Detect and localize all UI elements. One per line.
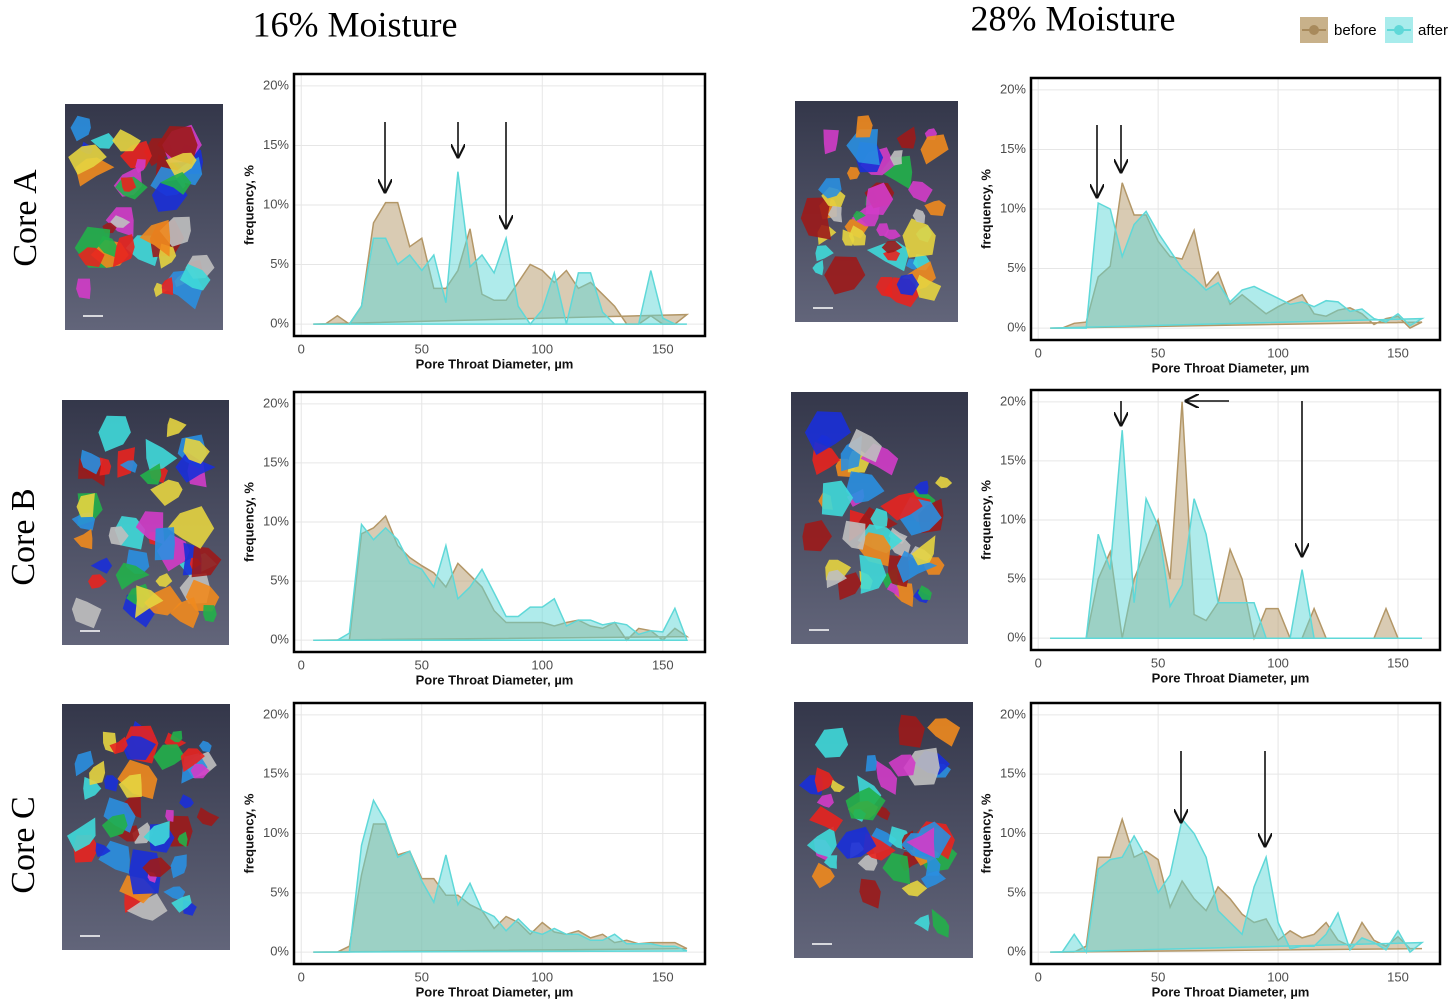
chart-panel: 0% 5% 10% 15% 20% 0 50 100 150 Pore Throat Diamet… <box>241 392 705 687</box>
pore-blob <box>155 527 175 560</box>
y-tick-label: 15% <box>263 766 289 781</box>
y-tick-label: 20% <box>1000 706 1026 721</box>
y-tick-label: 5% <box>1007 884 1026 899</box>
x-tick-label: 0 <box>298 341 305 356</box>
column-title: 28% Moisture <box>971 0 1176 38</box>
x-tick-label: 150 <box>1387 655 1409 670</box>
y-axis-label: frequency, % <box>978 480 993 560</box>
pore-blob <box>866 755 877 772</box>
y-axis-label: frequency, % <box>241 793 256 873</box>
y-axis-label: frequency, % <box>241 482 256 562</box>
y-tick-label: 10% <box>1000 200 1026 215</box>
y-tick-label: 15% <box>1000 766 1026 781</box>
x-tick-label: 150 <box>1387 969 1409 984</box>
y-tick-label: 20% <box>1000 393 1026 408</box>
legend-swatch <box>1394 25 1404 35</box>
x-tick-label: 100 <box>531 341 553 356</box>
x-axis-label: Pore Throat Diameter, µm <box>1152 670 1310 685</box>
chart-panel: 0% 5% 10% 15% 20% 0 50 100 150 Pore Throat Diamet… <box>978 78 1440 375</box>
x-tick-label: 150 <box>652 341 674 356</box>
chart-panel: 0% 5% 10% 15% 20% 0 50 100 150 Pore Throat Diamet… <box>241 703 705 999</box>
y-tick-label: 15% <box>1000 141 1026 156</box>
row-label: Core C <box>5 796 42 893</box>
y-tick-label: 20% <box>1000 81 1026 96</box>
y-tick-label: 5% <box>270 884 289 899</box>
y-tick-label: 10% <box>263 196 289 211</box>
x-axis-label: Pore Throat Diameter, µm <box>1152 984 1310 999</box>
x-tick-label: 50 <box>1151 655 1165 670</box>
y-tick-label: 10% <box>1000 825 1026 840</box>
y-tick-label: 10% <box>1000 511 1026 526</box>
y-tick-label: 0% <box>1007 944 1026 959</box>
y-tick-label: 0% <box>270 944 289 959</box>
y-tick-label: 5% <box>1007 260 1026 275</box>
y-tick-label: 5% <box>270 256 289 271</box>
x-tick-label: 0 <box>1035 345 1042 360</box>
legend-label: before <box>1334 22 1377 39</box>
x-tick-label: 100 <box>531 969 553 984</box>
x-tick-label: 0 <box>1035 969 1042 984</box>
x-tick-label: 100 <box>1267 345 1289 360</box>
y-tick-label: 20% <box>263 395 289 410</box>
chart-panel: 0% 5% 10% 15% 20% 0 50 100 150 Pore Throat Diamet… <box>978 390 1440 685</box>
y-tick-label: 0% <box>1007 630 1026 645</box>
y-tick-label: 15% <box>263 137 289 152</box>
y-tick-label: 15% <box>263 454 289 469</box>
x-tick-label: 0 <box>1035 655 1042 670</box>
x-tick-label: 150 <box>652 969 674 984</box>
legend-label: after <box>1418 22 1448 39</box>
x-tick-label: 50 <box>415 969 429 984</box>
row-label: Core B <box>5 488 42 585</box>
y-tick-label: 15% <box>1000 452 1026 467</box>
y-tick-label: 0% <box>270 316 289 331</box>
x-axis-label: Pore Throat Diameter, µm <box>416 984 574 999</box>
y-tick-label: 5% <box>270 573 289 588</box>
y-tick-label: 10% <box>263 825 289 840</box>
y-axis-label: frequency, % <box>978 793 993 873</box>
chart-panel: 0% 5% 10% 15% 20% 0 50 100 150 Pore Throat Diamet… <box>978 703 1440 999</box>
chart-panel: 0% 5% 10% 15% 20% 0 50 100 150 Pore Throat Diamet… <box>241 74 705 371</box>
x-tick-label: 50 <box>415 341 429 356</box>
x-tick-label: 50 <box>415 657 429 672</box>
x-tick-label: 50 <box>1151 969 1165 984</box>
x-tick-label: 100 <box>531 657 553 672</box>
x-axis-label: Pore Throat Diameter, µm <box>416 672 574 687</box>
x-tick-label: 100 <box>1267 655 1289 670</box>
y-tick-label: 10% <box>263 513 289 528</box>
x-tick-label: 0 <box>298 969 305 984</box>
x-tick-label: 150 <box>652 657 674 672</box>
y-axis-label: frequency, % <box>241 165 256 245</box>
y-tick-label: 20% <box>263 706 289 721</box>
y-tick-label: 20% <box>263 77 289 92</box>
x-tick-label: 50 <box>1151 345 1165 360</box>
x-axis-label: Pore Throat Diameter, µm <box>1152 360 1310 375</box>
y-tick-label: 0% <box>1007 320 1026 335</box>
legend: before after <box>1300 17 1448 43</box>
row-label: Core A <box>7 169 44 267</box>
x-tick-label: 100 <box>1267 969 1289 984</box>
x-tick-label: 0 <box>298 657 305 672</box>
figure: 16% Moisture 28% Moisture Core A Core B … <box>0 0 1454 1006</box>
y-tick-label: 0% <box>270 632 289 647</box>
x-axis-label: Pore Throat Diameter, µm <box>416 356 574 371</box>
legend-swatch <box>1309 25 1319 35</box>
x-tick-label: 150 <box>1387 345 1409 360</box>
column-title: 16% Moisture <box>253 4 458 44</box>
y-tick-label: 5% <box>1007 571 1026 586</box>
y-axis-label: frequency, % <box>978 169 993 249</box>
